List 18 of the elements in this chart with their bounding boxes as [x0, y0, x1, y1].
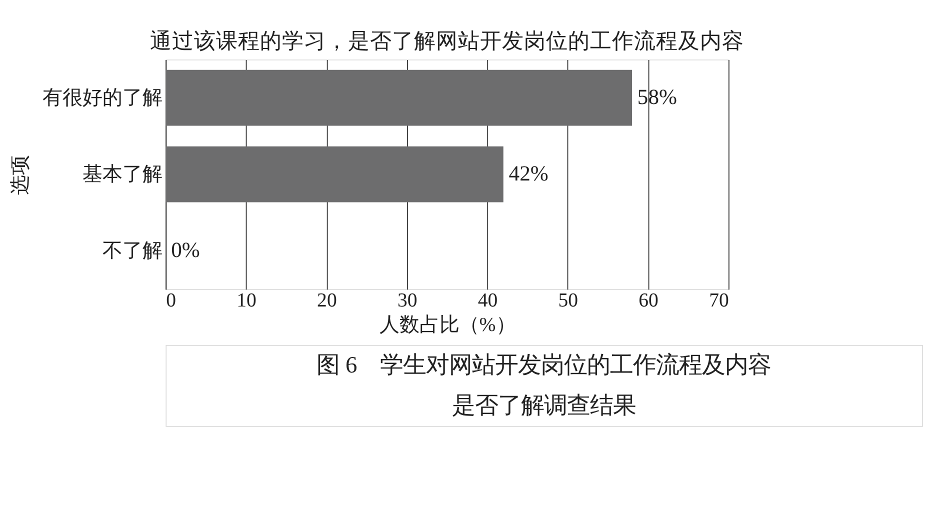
text: 是否了解调查结果	[452, 392, 636, 419]
caption: 图 6 学生对网站开发岗位的工作流程及内容	[316, 352, 772, 378]
y-tick-label: 基本了解	[82, 164, 163, 186]
x-tick-label: 30	[397, 290, 418, 312]
x-tick-label: 50	[558, 290, 578, 312]
data-label: 0%	[171, 238, 200, 262]
y-tick-label: 有很好的了解	[42, 87, 163, 110]
x-tick-label: 20	[317, 290, 337, 312]
x-tick-label: 10	[236, 290, 257, 312]
data-label: 42%	[508, 162, 548, 186]
y-axis-title: 选项	[10, 154, 32, 195]
x-tick-label: 0	[166, 290, 176, 312]
x-tick-label: 70	[709, 290, 730, 312]
y-tick-label: 不了解	[102, 240, 163, 262]
x-tick-label: 60	[638, 290, 659, 312]
x-axis-title: 人数占比（%）	[379, 314, 516, 336]
x-tick-label: 40	[478, 290, 498, 312]
chart-title: 通过该课程的学习，是否了解网站开发岗位的工作流程及内容	[150, 28, 744, 53]
